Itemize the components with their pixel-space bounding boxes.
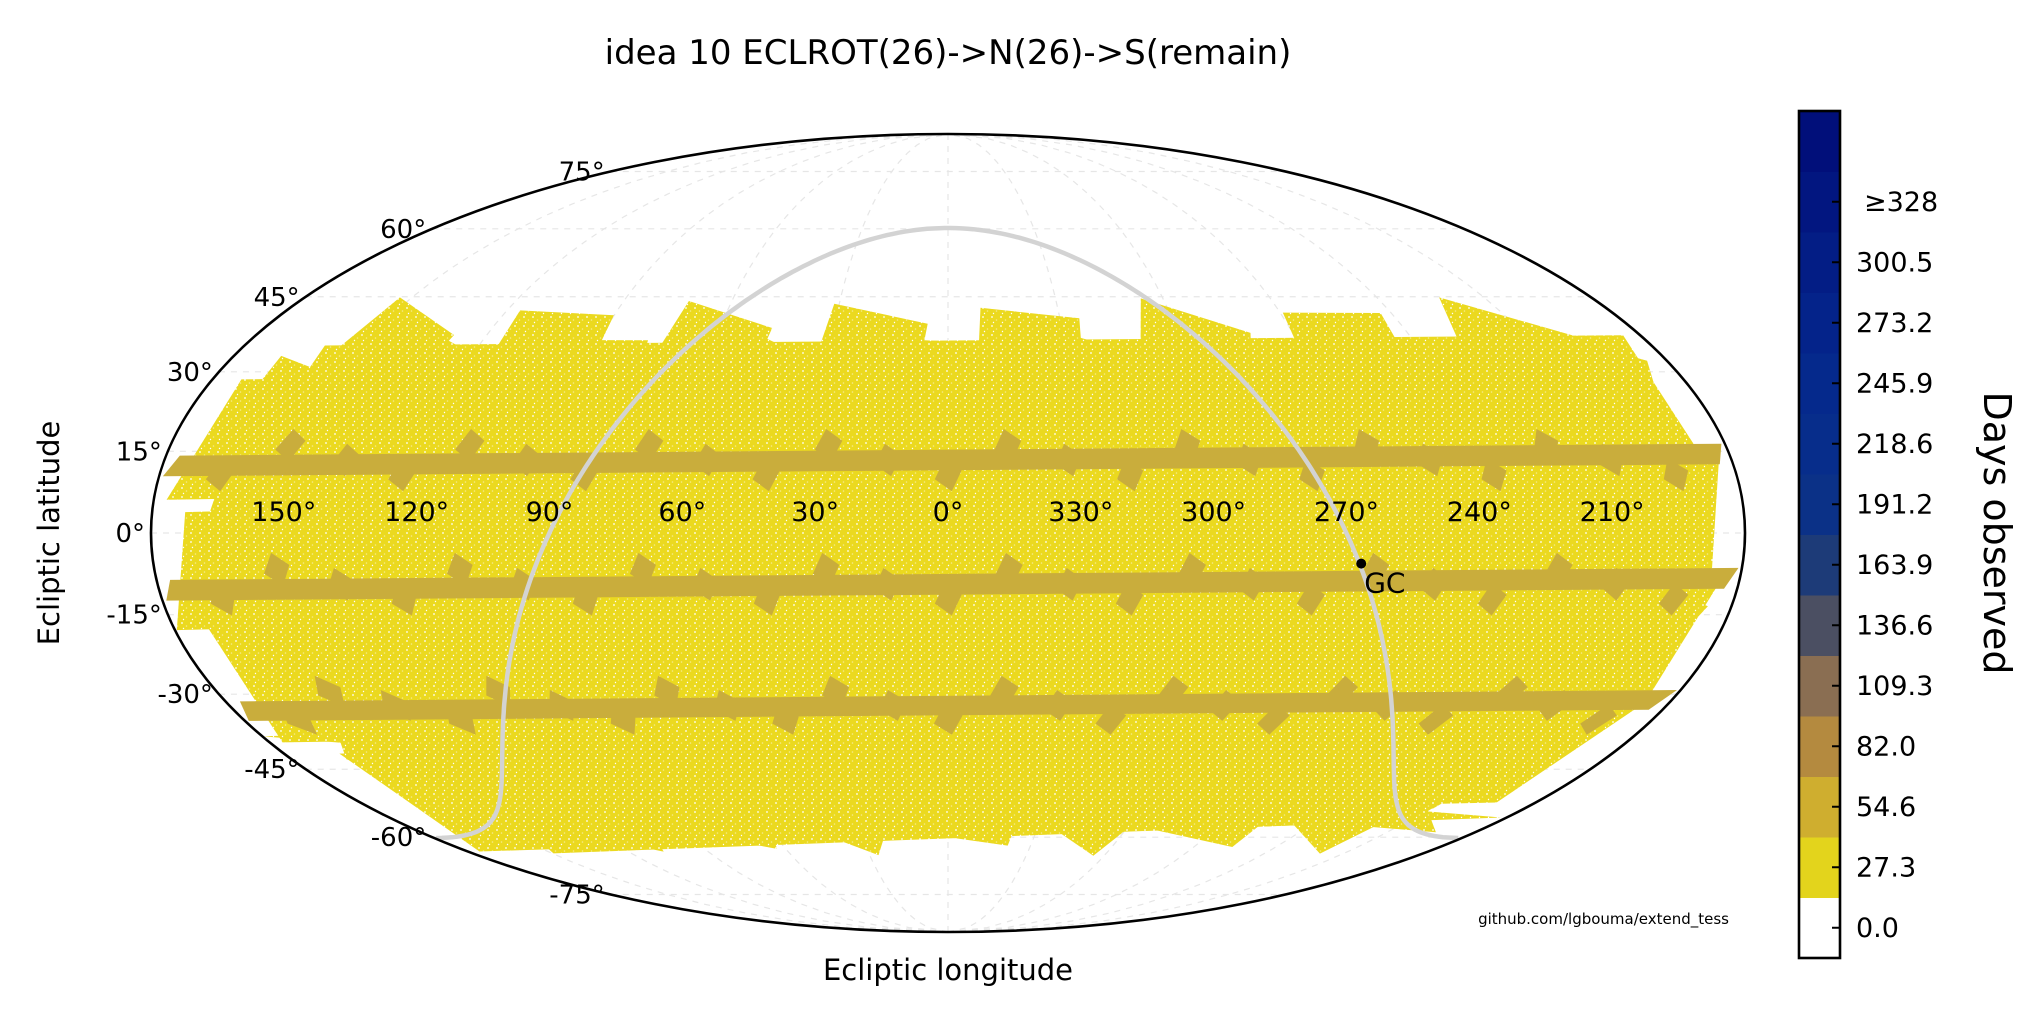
colorbar-label: Days observed [1975, 391, 2019, 674]
overlap-field [455, 429, 485, 462]
colorbar-tick-label: 163.9 [1856, 550, 1933, 581]
longitude-tick-label: 330° [1048, 497, 1113, 528]
galactic-plane-line [436, 225, 1459, 841]
colorbar-tick-label: 54.6 [1856, 792, 1916, 823]
overlap-field [264, 552, 290, 586]
longitude-tick-label: 90° [526, 497, 574, 528]
overlap-field [1477, 582, 1507, 616]
observed-field [345, 693, 1658, 826]
overlap-field [162, 443, 1722, 477]
y-axis-label: Ecliptic latitude [32, 421, 66, 646]
overlap-field [239, 690, 1677, 721]
colorbar-block [1799, 111, 1840, 172]
latitude-tick-label: -30° [157, 680, 212, 710]
chart-title: idea 10 ECLROT(26)->N(26)->S(remain) [605, 33, 1292, 73]
longitude-tick-label: 120° [384, 497, 449, 528]
overlap-field [1481, 458, 1507, 492]
latitude-tick-label: 15° [116, 437, 162, 467]
latitude-tick-label: 60° [380, 215, 426, 245]
sky-coverage [151, 134, 1745, 932]
longitude-tick-label: 60° [658, 497, 706, 528]
colorbar-tick-label: 300.5 [1856, 247, 1933, 278]
latitude-tick-label: -15° [106, 601, 161, 631]
colorbar-blocks [1799, 111, 1840, 959]
colorbar-tick-label: 109.3 [1856, 671, 1933, 702]
longitude-tick-label: 300° [1181, 497, 1246, 528]
galactic-center-marker: GC [1356, 558, 1405, 600]
colorbar-tick-label: 191.2 [1856, 489, 1933, 520]
overlap-field [1580, 704, 1617, 735]
latitude-tick-label: 30° [167, 358, 213, 388]
longitude-tick-label: 210° [1580, 497, 1645, 528]
latitude-tick-label: 45° [254, 283, 300, 313]
colorbar-ticks: 0.0 27.3 54.6 82.0 109.3 136.6 163.9 191.2 218.6… [1832, 187, 1938, 944]
galactic-center-label: GC [1364, 567, 1405, 600]
colorbar: 0.0 27.3 54.6 82.0 109.3 136.6 163.9 191.2 218.6… [1797, 109, 2019, 960]
latitude-tick-label: -45° [244, 755, 299, 785]
colorbar-tick-label: ≥328 [1864, 187, 1938, 218]
longitude-tick-label: 240° [1447, 497, 1512, 528]
colorbar-tick-label: 245.9 [1856, 368, 1933, 399]
map-boundary [149, 132, 1747, 934]
x-axis-label: Ecliptic longitude [823, 953, 1073, 987]
credit-text: github.com/lgbouma/extend_tess [1478, 910, 1729, 929]
colorbar-tick-label: 218.6 [1856, 429, 1933, 460]
latitude-tick-label: -75° [549, 881, 604, 911]
overlap-field [1658, 582, 1689, 616]
overlap-field [447, 552, 473, 586]
overlap-field [1418, 704, 1454, 735]
latitude-tick-label: -60° [371, 823, 426, 853]
longitude-tick-label: 0° [933, 497, 964, 528]
longitude-tick-label: 270° [1314, 497, 1379, 528]
overlap-field [1663, 458, 1689, 492]
colorbar-tick-label: 136.6 [1856, 610, 1933, 641]
overlap-field [166, 567, 1739, 601]
overlap-field [314, 675, 345, 707]
longitude-tick-label: 30° [791, 497, 839, 528]
latitude-tick-label: 75° [559, 157, 605, 187]
colorbar-tick-label: 273.2 [1856, 308, 1933, 339]
galactic-center-point [1356, 558, 1367, 569]
latitude-tick-label: 0° [115, 519, 145, 549]
colorbar-frame [1797, 109, 1842, 960]
longitude-grid-line [947, 134, 1613, 932]
colorbar-tick-label: 27.3 [1856, 852, 1916, 883]
latitude-tick-labels: 75° 60° 45° 30° 15° 0° -15° -30° -45° -60° -75° [106, 157, 604, 910]
observed-fields [162, 297, 1739, 856]
colorbar-tick-label: 82.0 [1856, 731, 1916, 762]
colorbar-tick-label: 0.0 [1856, 913, 1899, 944]
longitude-tick-label: 150° [251, 497, 316, 528]
observed-field [247, 579, 1722, 711]
overlap-field [275, 429, 306, 462]
observed-field [228, 447, 1720, 597]
longitude-tick-labels: 150° 120° 90° 60° 30° 0° 330° 300° 270° 240° 210° [251, 497, 1644, 528]
